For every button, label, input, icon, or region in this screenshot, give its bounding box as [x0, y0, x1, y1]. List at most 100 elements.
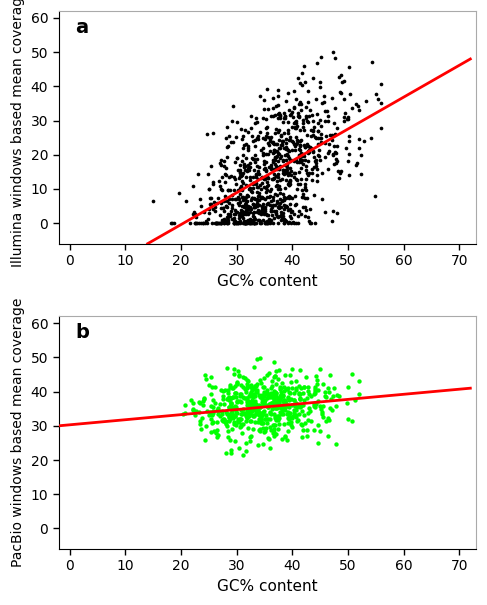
Point — [258, 410, 266, 420]
Point — [226, 209, 234, 219]
Point — [230, 186, 238, 195]
Point — [287, 378, 295, 387]
Point — [256, 425, 264, 434]
Point — [288, 107, 296, 117]
Point — [321, 387, 329, 397]
Point — [276, 396, 283, 406]
Point — [367, 133, 375, 143]
Point — [238, 211, 246, 220]
Point — [196, 416, 204, 426]
Point — [260, 113, 267, 123]
Point — [248, 407, 256, 416]
Point — [308, 165, 316, 174]
Point — [191, 411, 199, 420]
Point — [311, 132, 318, 142]
Point — [230, 214, 238, 223]
Point — [243, 140, 250, 149]
Point — [249, 392, 257, 402]
Point — [237, 420, 244, 430]
Point — [218, 409, 225, 419]
Point — [253, 182, 261, 192]
Point — [234, 198, 242, 208]
Point — [277, 410, 285, 419]
Point — [247, 381, 255, 390]
Point — [292, 383, 300, 393]
Point — [265, 163, 273, 172]
Point — [277, 401, 285, 411]
Point — [232, 388, 240, 398]
Point — [237, 390, 245, 399]
Point — [262, 218, 270, 228]
Point — [274, 91, 282, 100]
Point — [269, 157, 277, 167]
Point — [227, 393, 235, 403]
Point — [252, 169, 260, 178]
Point — [337, 88, 344, 98]
Point — [296, 394, 304, 404]
Point — [290, 119, 298, 128]
Point — [251, 194, 259, 204]
Point — [244, 165, 251, 174]
Point — [253, 200, 261, 209]
Point — [267, 132, 275, 142]
Point — [333, 155, 340, 165]
Point — [236, 389, 244, 399]
Point — [297, 175, 305, 185]
Point — [209, 128, 217, 138]
Point — [271, 403, 279, 413]
Point — [262, 186, 270, 195]
Point — [316, 82, 323, 92]
Point — [238, 206, 246, 215]
Point — [242, 180, 250, 190]
Point — [256, 91, 264, 101]
Point — [256, 218, 263, 228]
Point — [292, 132, 300, 142]
Point — [255, 206, 262, 216]
Point — [208, 410, 216, 420]
Point — [236, 189, 244, 199]
Point — [234, 218, 242, 228]
Point — [234, 417, 242, 427]
Point — [232, 402, 240, 411]
Point — [263, 385, 271, 395]
Point — [314, 126, 322, 136]
Point — [299, 115, 306, 125]
Point — [260, 165, 268, 174]
Point — [223, 217, 231, 226]
Point — [312, 134, 320, 143]
Point — [274, 172, 281, 182]
Point — [247, 400, 255, 410]
Point — [249, 183, 257, 193]
Point — [225, 414, 233, 424]
Point — [244, 376, 252, 386]
Point — [291, 117, 299, 127]
Point — [282, 217, 290, 226]
Point — [263, 218, 271, 228]
Point — [217, 218, 225, 228]
Point — [207, 193, 215, 203]
Point — [342, 143, 350, 153]
Point — [265, 140, 273, 149]
Point — [238, 428, 246, 437]
Point — [227, 402, 235, 412]
Point — [246, 401, 254, 410]
Point — [268, 210, 276, 220]
Point — [255, 215, 262, 225]
Point — [269, 420, 277, 430]
Point — [295, 206, 302, 216]
Point — [266, 422, 274, 431]
Point — [270, 388, 278, 398]
Point — [244, 201, 252, 211]
Point — [235, 192, 243, 201]
Point — [305, 145, 313, 154]
Point — [309, 126, 317, 136]
Point — [277, 383, 285, 393]
Point — [209, 408, 217, 417]
Point — [243, 382, 251, 392]
Point — [226, 380, 234, 390]
Point — [268, 202, 276, 212]
Point — [251, 214, 259, 224]
Point — [219, 416, 227, 425]
Point — [280, 108, 288, 117]
Point — [317, 401, 324, 410]
